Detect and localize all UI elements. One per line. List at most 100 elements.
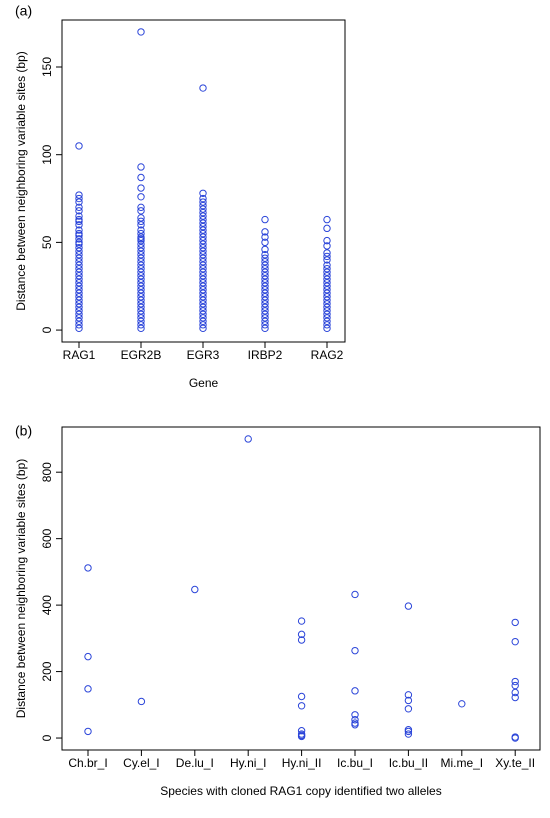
point <box>75 221 83 229</box>
point <box>84 652 92 661</box>
point <box>323 272 331 280</box>
point <box>261 228 269 236</box>
point <box>404 696 413 705</box>
point <box>323 296 331 304</box>
point <box>323 256 331 264</box>
point <box>261 300 269 308</box>
point <box>297 702 306 710</box>
point <box>137 289 145 297</box>
y-tick-label: 200 <box>40 661 54 681</box>
y-tick-label: 100 <box>40 144 54 164</box>
point <box>199 222 207 231</box>
y-axis-label: Distance between neighboring variable si… <box>14 459 28 718</box>
point <box>75 303 83 311</box>
point <box>323 310 331 318</box>
y-tick-label: 800 <box>40 462 54 482</box>
point <box>323 307 331 315</box>
point <box>137 279 145 287</box>
point <box>511 677 519 686</box>
x-tick-label: EGR2B <box>121 348 162 362</box>
panel-label: (b) <box>15 423 32 439</box>
x-tick-label: Mi.me_I <box>440 756 483 770</box>
point <box>511 681 519 690</box>
point <box>323 289 331 297</box>
point <box>261 279 269 287</box>
point <box>323 300 331 308</box>
point <box>261 289 269 297</box>
x-tick-label: Hy.ni_II <box>282 756 322 770</box>
point <box>199 310 207 318</box>
point <box>199 286 207 294</box>
point <box>75 198 83 206</box>
point <box>199 208 207 217</box>
point <box>199 282 207 290</box>
point <box>75 229 83 238</box>
point <box>199 264 207 273</box>
point <box>199 257 207 266</box>
point <box>323 268 331 276</box>
point <box>137 217 145 226</box>
point <box>323 242 331 250</box>
point <box>261 303 269 311</box>
point <box>297 630 306 639</box>
point <box>75 238 83 247</box>
point <box>261 257 269 266</box>
point <box>199 324 207 333</box>
point <box>199 243 207 252</box>
point <box>323 224 331 233</box>
point <box>84 685 92 693</box>
point <box>137 317 145 326</box>
point <box>199 212 207 220</box>
point <box>297 636 306 644</box>
point <box>261 254 269 262</box>
point <box>75 235 83 243</box>
point <box>511 693 519 702</box>
point <box>199 303 207 311</box>
x-axis-label: Gene <box>189 376 219 390</box>
point <box>404 602 413 610</box>
point <box>137 193 145 201</box>
x-tick-label: RAG2 <box>311 348 344 362</box>
point <box>75 317 83 326</box>
point <box>511 688 519 697</box>
point <box>261 233 269 241</box>
point <box>261 282 269 290</box>
point <box>199 307 207 315</box>
point <box>137 264 145 273</box>
x-tick-label: Xy.te_II <box>495 756 535 770</box>
point <box>511 734 519 742</box>
point <box>199 314 207 322</box>
point <box>351 716 359 724</box>
point <box>137 257 145 266</box>
point <box>199 254 207 262</box>
point <box>199 205 207 213</box>
point <box>199 293 207 301</box>
point <box>75 293 83 301</box>
point <box>137 268 145 276</box>
point <box>261 310 269 318</box>
point <box>84 727 92 736</box>
point <box>199 236 207 245</box>
point <box>137 250 145 259</box>
point <box>75 275 83 283</box>
point <box>137 240 145 248</box>
point <box>75 296 83 304</box>
point <box>75 207 83 215</box>
point <box>199 250 207 259</box>
point <box>199 296 207 304</box>
point <box>75 254 83 262</box>
point <box>75 307 83 315</box>
point <box>261 275 269 283</box>
point <box>297 727 306 735</box>
point <box>75 289 83 297</box>
point <box>323 317 331 326</box>
point <box>199 289 207 297</box>
point <box>137 254 145 262</box>
point <box>137 28 145 36</box>
point <box>137 697 146 706</box>
point <box>404 705 413 713</box>
point <box>351 721 359 729</box>
x-tick-label: Hy.ni_I <box>230 756 266 770</box>
point <box>137 321 145 329</box>
point <box>137 261 145 269</box>
